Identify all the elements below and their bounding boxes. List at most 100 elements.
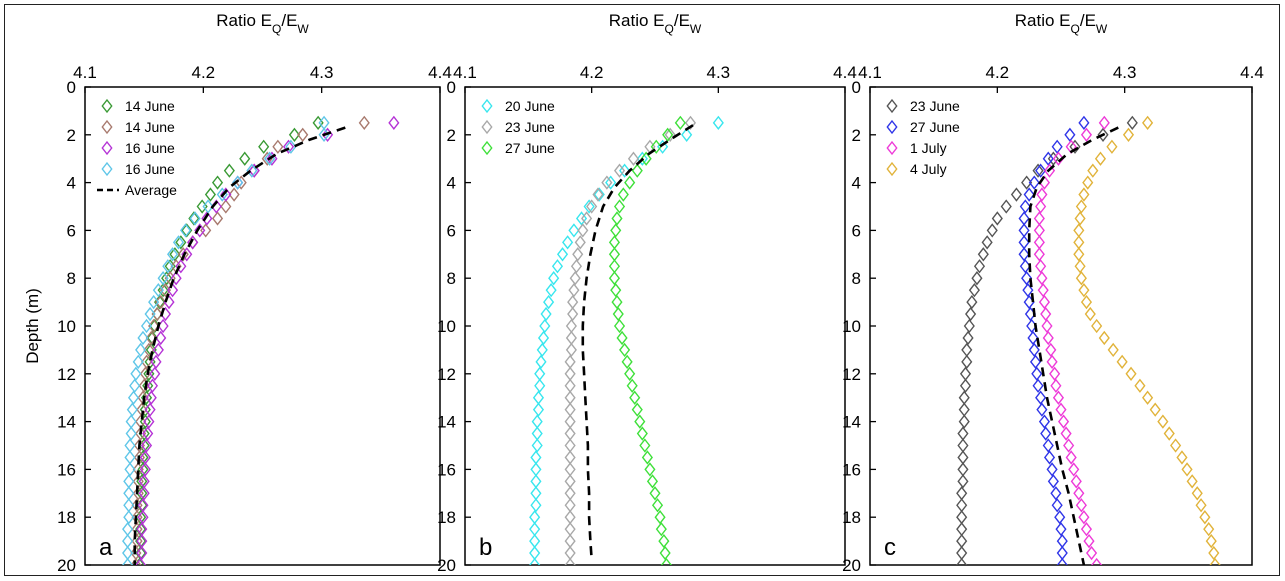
data-point [1163, 426, 1175, 441]
legend-label: 4 July [910, 161, 947, 177]
data-point [956, 510, 968, 525]
series-c-0 [956, 115, 1138, 565]
data-point [562, 235, 574, 250]
data-point [1035, 163, 1047, 178]
data-point [232, 175, 244, 190]
data-point [1125, 366, 1137, 381]
data-point [581, 211, 593, 226]
data-point [1087, 163, 1099, 178]
data-point [1082, 175, 1094, 190]
data-point [565, 318, 577, 334]
data-point [1033, 235, 1045, 250]
data-point [564, 474, 576, 489]
series-b-1 [564, 115, 697, 565]
plot-marks-a [122, 115, 400, 565]
data-point [660, 557, 672, 565]
data-point [605, 175, 617, 190]
data-point [282, 139, 295, 154]
x-tick-label: 4.4 [1240, 63, 1264, 82]
data-point [175, 259, 187, 274]
data-point [659, 545, 671, 561]
data-point [1107, 342, 1119, 358]
legend-label: 16 June [125, 161, 175, 177]
data-point [125, 414, 137, 429]
data-point [1042, 438, 1054, 453]
data-point [1052, 390, 1065, 405]
data-point [1091, 557, 1103, 565]
data-point [961, 354, 973, 369]
y-tick-label: 2 [852, 126, 861, 145]
data-point [1022, 283, 1034, 298]
data-point [1045, 342, 1057, 358]
legend-label: Average [125, 182, 177, 198]
data-point [1075, 498, 1087, 513]
legend-label: 27 June [910, 119, 960, 135]
data-point [318, 115, 330, 130]
plot-marks-b [529, 115, 724, 565]
data-point [1191, 486, 1203, 501]
data-point [531, 438, 543, 453]
data-point [1205, 533, 1217, 549]
data-point [1018, 247, 1030, 262]
data-point [530, 498, 542, 513]
data-point [1046, 462, 1058, 477]
data-point [621, 354, 633, 369]
data-point [532, 390, 545, 405]
data-point [220, 187, 232, 202]
data-point [1075, 199, 1087, 214]
data-point [239, 151, 251, 166]
data-point [166, 283, 179, 298]
data-point [123, 510, 135, 525]
data-point [664, 127, 676, 142]
legend-c: 23 June 27 June 1 July 4 July [886, 98, 960, 177]
data-point [1116, 354, 1128, 369]
data-point [536, 342, 548, 358]
data-point [567, 294, 579, 310]
y-tick-label: 10 [842, 317, 861, 336]
data-point [246, 163, 258, 178]
data-point [1085, 545, 1098, 561]
y-tick-label: 4 [67, 174, 76, 193]
x-tick-label: 4.2 [192, 63, 216, 82]
data-point [1042, 330, 1054, 346]
y-tick-label: 16 [842, 460, 861, 479]
data-point [1036, 402, 1048, 417]
data-point [123, 474, 135, 489]
data-point [1027, 330, 1039, 346]
legend-marker [101, 161, 113, 177]
legend-label: 14 June [125, 119, 175, 135]
data-point [1054, 510, 1066, 525]
data-point [551, 259, 564, 274]
y-axis-title: Depth (m) [23, 288, 42, 364]
data-point [1073, 235, 1085, 250]
panel-a: Ratio EQ/EW 4.1 4.2 4.3 4.4 0 2 4 6 8 10 12 14 16 18 20… [57, 11, 452, 575]
data-point [1055, 402, 1067, 417]
data-point [564, 557, 576, 565]
data-point [568, 223, 580, 238]
legend-label: 1 July [910, 140, 947, 156]
data-point [138, 486, 150, 501]
legend-label: 20 June [505, 98, 555, 114]
data-point [613, 318, 626, 334]
data-point [124, 450, 136, 465]
data-point [1046, 354, 1058, 369]
panel-label: c [884, 534, 896, 561]
data-point [956, 486, 968, 501]
panel-b: Ratio EQ/EW 4.1 4.2 4.3 4.4 0 2 4 6 8 10 12 14 16 18 20… [437, 11, 857, 575]
data-point [564, 462, 576, 477]
data-point [1036, 187, 1048, 202]
data-point [1028, 175, 1040, 190]
data-point [138, 438, 150, 453]
data-point [1176, 450, 1188, 465]
y-tick-label: 14 [842, 413, 861, 432]
x-axis-title-b: Ratio EQ/EW [609, 11, 702, 36]
x-tick-label: 4.3 [310, 63, 334, 82]
data-point [957, 462, 969, 477]
data-point [1075, 271, 1087, 286]
data-point [586, 199, 598, 214]
data-point [572, 247, 584, 262]
data-point [530, 450, 542, 465]
data-point [545, 283, 557, 298]
legend-marker [101, 119, 113, 135]
